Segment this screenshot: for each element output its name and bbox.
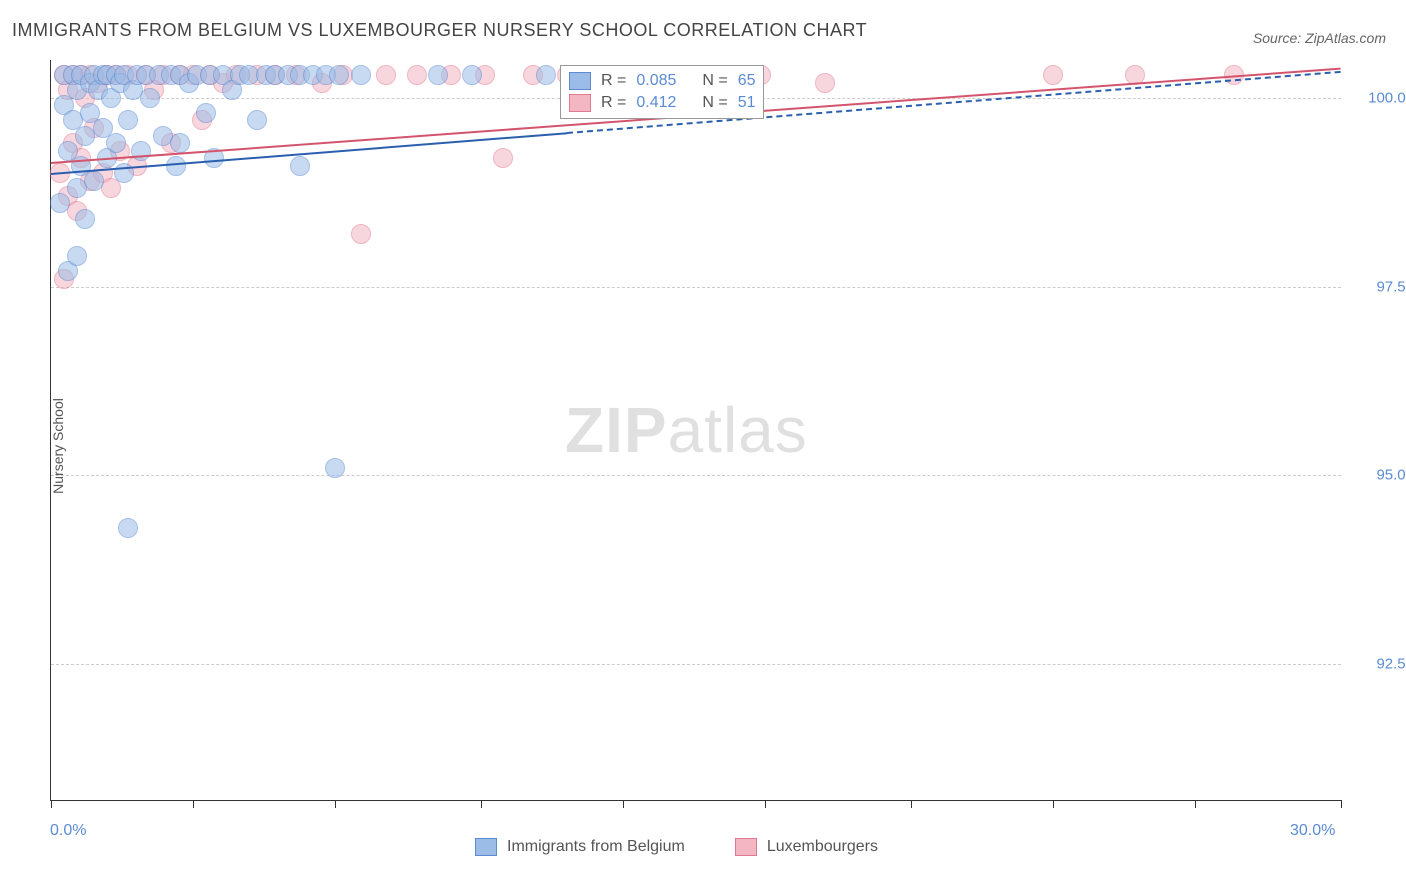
n-value: 51 — [738, 94, 756, 112]
data-point-belgium — [118, 518, 138, 538]
legend-item: Immigrants from Belgium — [475, 838, 685, 856]
y-tick-label: 100.0% — [1349, 89, 1406, 106]
regression-legend: R = 0.085 N = 65 R = 0.412 N = 51 — [560, 65, 764, 119]
x-tick — [911, 800, 912, 808]
y-tick-label: 97.5% — [1349, 278, 1406, 295]
data-point-luxembourg — [1043, 65, 1063, 85]
x-tick — [481, 800, 482, 808]
data-point-belgium — [196, 103, 216, 123]
x-tick — [1195, 800, 1196, 808]
gridline — [51, 475, 1341, 476]
data-point-belgium — [67, 246, 87, 266]
n-label: N = — [702, 94, 727, 112]
data-point-luxembourg — [351, 224, 371, 244]
data-point-belgium — [329, 65, 349, 85]
data-point-belgium — [170, 133, 190, 153]
data-point-belgium — [462, 65, 482, 85]
n-value: 65 — [738, 72, 756, 90]
x-axis-max-label: 30.0% — [1290, 822, 1335, 840]
data-point-belgium — [351, 65, 371, 85]
data-point-luxembourg — [493, 148, 513, 168]
x-tick — [765, 800, 766, 808]
legend-swatch — [569, 72, 591, 90]
r-value: 0.412 — [636, 94, 692, 112]
legend-label: Luxembourgers — [767, 838, 878, 856]
x-tick — [623, 800, 624, 808]
x-tick — [1053, 800, 1054, 808]
x-tick — [1341, 800, 1342, 808]
legend-swatch — [475, 838, 497, 856]
data-point-belgium — [428, 65, 448, 85]
data-point-luxembourg — [407, 65, 427, 85]
x-tick — [51, 800, 52, 808]
gridline — [51, 287, 1341, 288]
data-point-belgium — [84, 171, 104, 191]
data-point-belgium — [140, 88, 160, 108]
x-axis-min-label: 0.0% — [50, 822, 86, 840]
data-point-belgium — [325, 458, 345, 478]
data-point-belgium — [106, 133, 126, 153]
chart-title: IMMIGRANTS FROM BELGIUM VS LUXEMBOURGER … — [12, 20, 867, 41]
y-tick-label: 95.0% — [1349, 467, 1406, 484]
n-label: N = — [702, 72, 727, 90]
series-legend: Immigrants from Belgium Luxembourgers — [475, 838, 878, 856]
data-point-belgium — [290, 156, 310, 176]
r-value: 0.085 — [636, 72, 692, 90]
data-point-belgium — [536, 65, 556, 85]
gridline — [51, 664, 1341, 665]
x-tick — [335, 800, 336, 808]
legend-swatch — [735, 838, 757, 856]
y-tick-label: 92.5% — [1349, 656, 1406, 673]
r-label: R = — [601, 72, 626, 90]
data-point-belgium — [50, 193, 70, 213]
regression-legend-row: R = 0.412 N = 51 — [569, 92, 755, 114]
regression-legend-row: R = 0.085 N = 65 — [569, 70, 755, 92]
legend-item: Luxembourgers — [735, 838, 878, 856]
x-tick — [193, 800, 194, 808]
scatter-plot: 100.0%97.5%95.0%92.5% — [50, 60, 1341, 801]
r-label: R = — [601, 94, 626, 112]
data-point-luxembourg — [815, 73, 835, 93]
legend-label: Immigrants from Belgium — [507, 838, 685, 856]
data-point-belgium — [75, 209, 95, 229]
legend-swatch — [569, 94, 591, 112]
source-label: Source: ZipAtlas.com — [1253, 30, 1386, 46]
data-point-luxembourg — [376, 65, 396, 85]
data-point-belgium — [247, 110, 267, 130]
data-point-belgium — [118, 110, 138, 130]
